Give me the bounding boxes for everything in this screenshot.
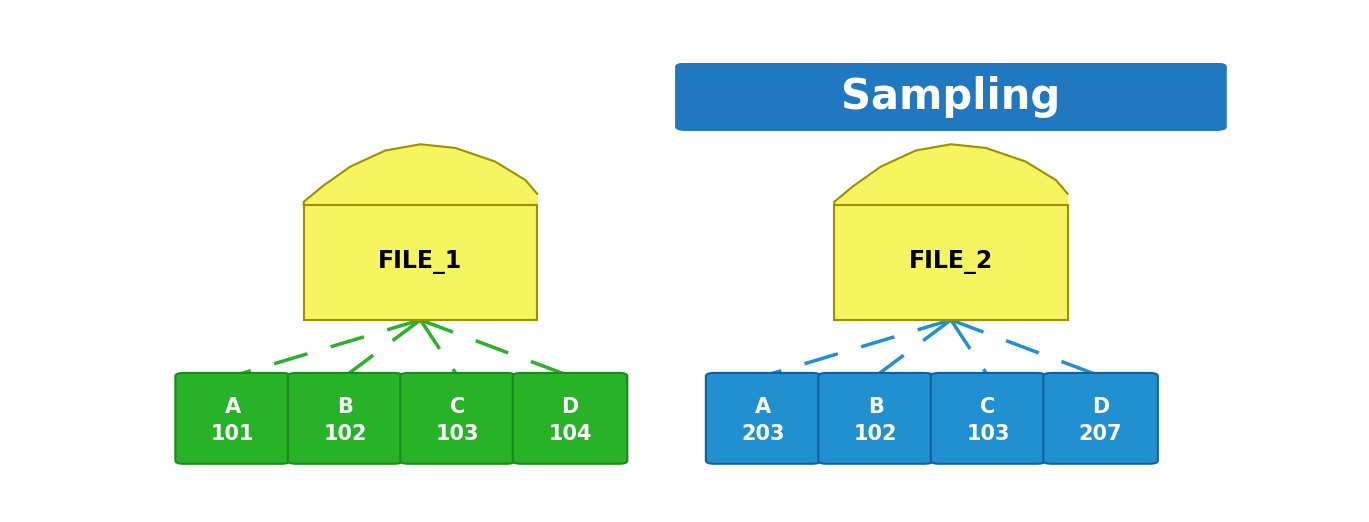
Text: 207: 207	[1079, 423, 1123, 444]
Text: A: A	[756, 397, 771, 418]
Text: Sampling: Sampling	[842, 76, 1061, 118]
FancyBboxPatch shape	[400, 373, 515, 464]
FancyBboxPatch shape	[706, 373, 820, 464]
FancyBboxPatch shape	[304, 205, 537, 320]
FancyBboxPatch shape	[931, 373, 1046, 464]
Text: 102: 102	[854, 423, 897, 444]
Text: C: C	[450, 397, 465, 418]
Text: 104: 104	[549, 423, 591, 444]
Text: B: B	[337, 397, 353, 418]
Text: 103: 103	[435, 423, 479, 444]
FancyBboxPatch shape	[513, 373, 627, 464]
FancyBboxPatch shape	[287, 373, 402, 464]
Text: D: D	[1092, 397, 1109, 418]
Text: C: C	[980, 397, 995, 418]
FancyBboxPatch shape	[834, 205, 1068, 320]
FancyBboxPatch shape	[1043, 373, 1158, 464]
Text: 101: 101	[211, 423, 255, 444]
Text: A: A	[225, 397, 241, 418]
Text: FILE_2: FILE_2	[909, 251, 993, 275]
FancyBboxPatch shape	[675, 63, 1227, 131]
Text: D: D	[561, 397, 579, 418]
Text: 102: 102	[323, 423, 367, 444]
FancyBboxPatch shape	[819, 373, 932, 464]
Polygon shape	[834, 144, 1068, 205]
FancyBboxPatch shape	[175, 373, 290, 464]
Polygon shape	[304, 144, 537, 205]
Text: FILE_1: FILE_1	[378, 251, 463, 275]
Text: 203: 203	[742, 423, 784, 444]
Text: B: B	[868, 397, 883, 418]
Text: 103: 103	[967, 423, 1010, 444]
